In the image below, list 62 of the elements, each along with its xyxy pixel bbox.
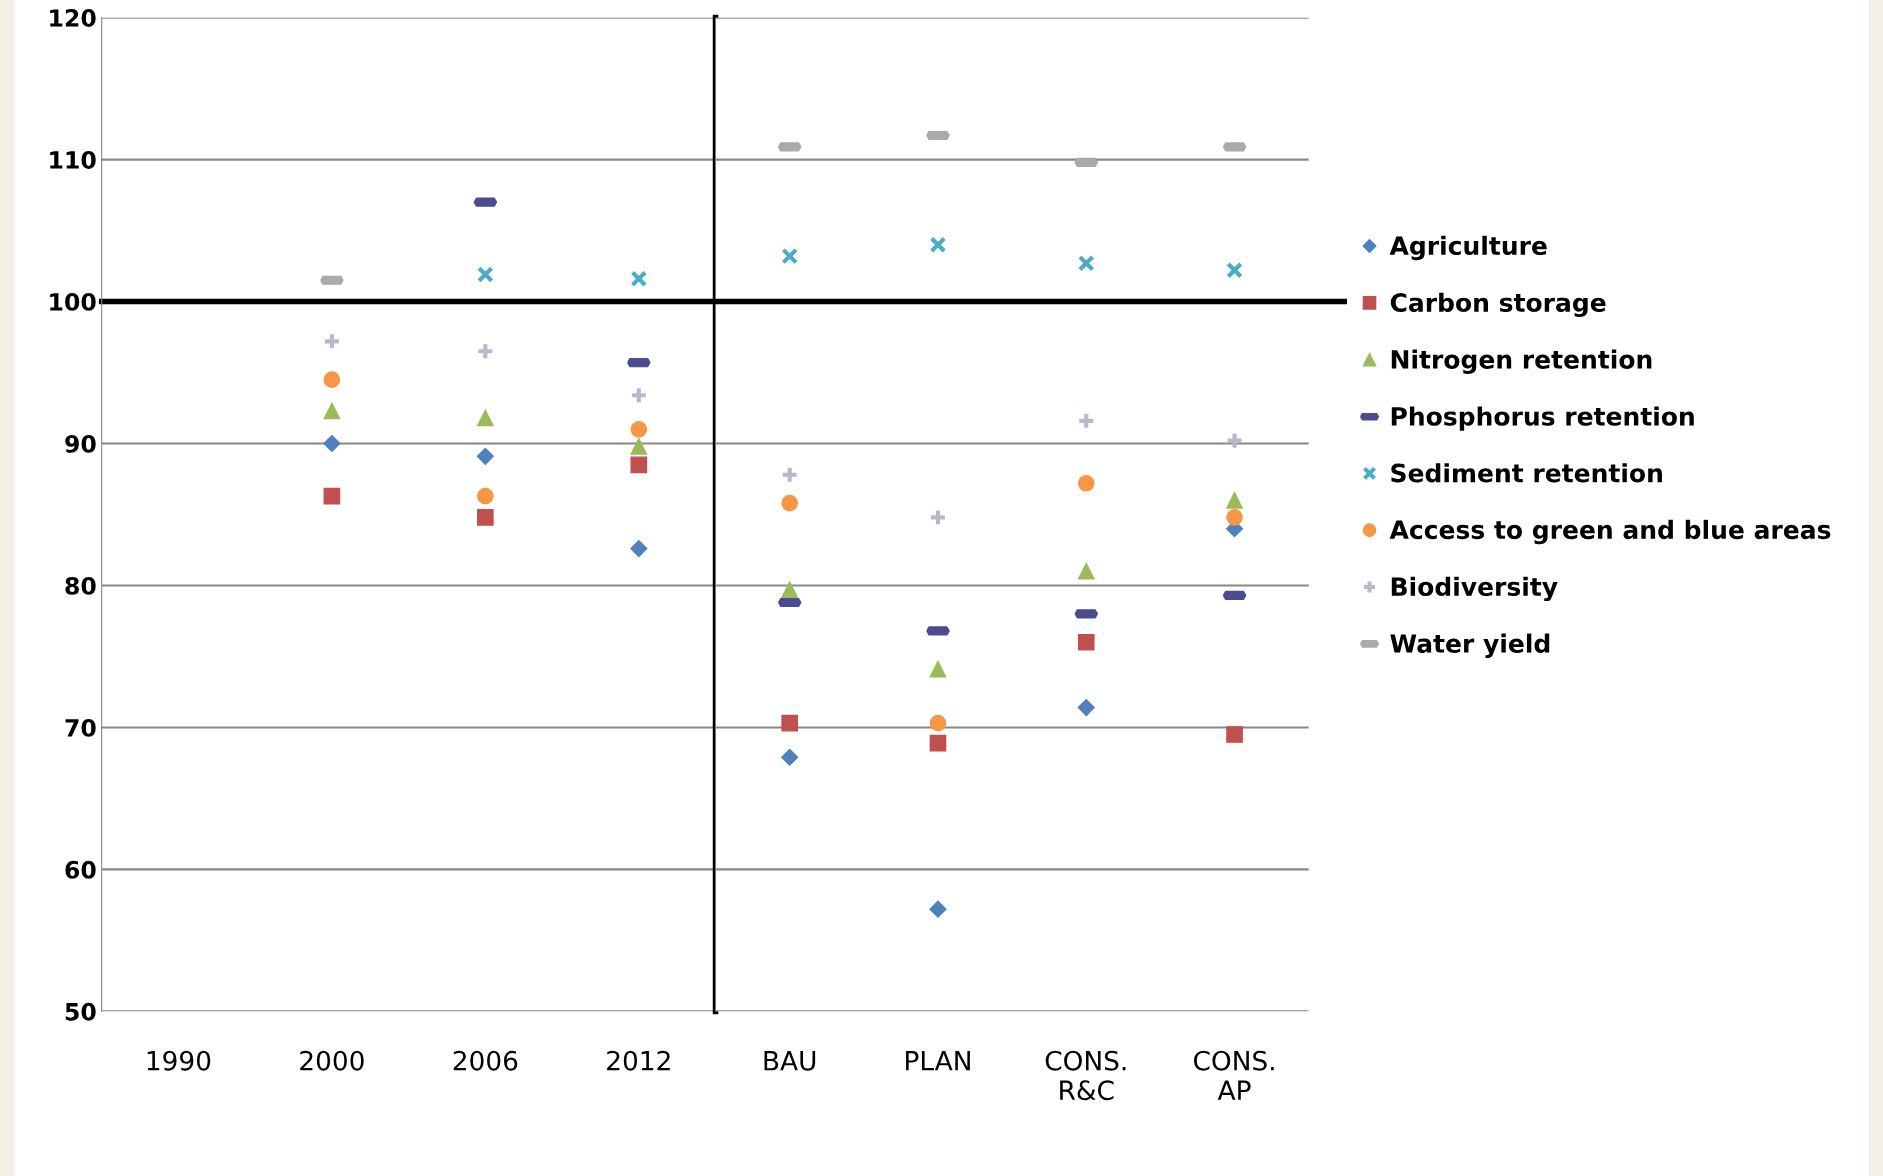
point: [929, 714, 947, 732]
point: [1225, 431, 1244, 450]
legend-label: Nitrogen retention: [1391, 349, 1652, 374]
legend-label: Water yield: [1390, 633, 1550, 658]
point: [323, 371, 341, 388]
x-tick-label: CONS. AP: [1193, 1050, 1274, 1100]
point: [1077, 562, 1095, 580]
point: [1077, 699, 1095, 717]
point: [1077, 254, 1095, 272]
x-tick-label: 2000: [300, 1050, 364, 1071]
point: [780, 465, 799, 484]
point: [1077, 411, 1096, 430]
point: [476, 342, 495, 361]
y-tick-label: 90: [65, 434, 96, 453]
x-tick-label: 2012: [607, 1050, 670, 1071]
point: [630, 456, 648, 474]
point: [477, 487, 494, 505]
legend-label: Sediment retention: [1391, 463, 1662, 483]
point: [1226, 491, 1243, 509]
y-tick-label: 50: [65, 1002, 96, 1021]
point: [781, 247, 799, 265]
y-tick-label: 110: [50, 151, 96, 169]
x-tick-label: PLAN: [906, 1051, 970, 1071]
point: [1077, 474, 1095, 492]
point: [323, 487, 341, 505]
point: [323, 402, 341, 420]
point: [929, 900, 947, 918]
x-tick-label: 2006: [453, 1050, 518, 1071]
point: [781, 494, 799, 512]
point: [630, 270, 648, 288]
legend-label: Phosphorus retention: [1391, 406, 1694, 431]
y-tick-label: 80: [65, 576, 96, 595]
point: [1226, 726, 1243, 743]
point: [929, 734, 947, 752]
point: [781, 748, 799, 766]
point: [477, 266, 494, 283]
x-tick-label: CONS. R&C: [1045, 1050, 1126, 1101]
y-tick-label: 60: [65, 860, 96, 879]
point: [1077, 633, 1095, 651]
x-tick-label: BAU: [764, 1051, 816, 1071]
point: [630, 420, 648, 438]
point: [629, 386, 648, 405]
legend-label: Biodiversity: [1391, 576, 1558, 602]
point: [781, 581, 799, 599]
point: [1226, 509, 1243, 526]
point: [477, 509, 494, 526]
point: [477, 409, 494, 427]
point: [1226, 261, 1243, 279]
legend-label: Carbon storage: [1390, 292, 1606, 318]
y-tick-label: 100: [50, 293, 96, 311]
y-tick-label: 120: [50, 9, 96, 27]
x-tick-label: 1990: [147, 1050, 211, 1071]
point: [929, 236, 947, 254]
legend-label: Access to green and blue areas: [1389, 519, 1831, 545]
point: [929, 660, 947, 678]
legend-label: Agriculture: [1389, 235, 1547, 261]
point: [323, 434, 341, 453]
point: [630, 540, 648, 558]
point: [781, 714, 799, 732]
y-tick-label: 70: [65, 718, 96, 737]
point: [476, 447, 494, 465]
point: [630, 438, 648, 455]
